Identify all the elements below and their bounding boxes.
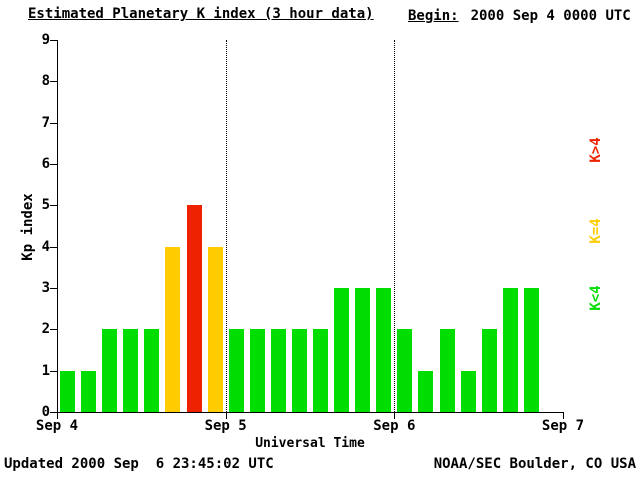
x-tick (563, 412, 564, 419)
kp-bar-sep5-1 (249, 329, 265, 412)
y-tick (50, 370, 57, 372)
y-tick-label: 0 (41, 404, 50, 420)
y-tick-label: 1 (41, 362, 50, 379)
y-tick-label: 3 (41, 280, 50, 296)
chart-title: Estimated Planetary K index (3 hour data… (28, 6, 374, 22)
kp-bar-sep6-5 (502, 288, 518, 412)
legend-label-2: K<4 (588, 285, 604, 311)
y-axis-line (57, 40, 58, 413)
begin-line: Begin: 2000 Sep 4 0000 UTC (408, 8, 631, 24)
kp-bar-sep5-3 (291, 329, 307, 412)
y-tick (50, 40, 57, 41)
y-tick (50, 81, 57, 83)
y-tick (50, 329, 57, 331)
y-tick-label: 4 (41, 238, 50, 255)
kp-bar-sep4-1 (81, 370, 97, 412)
day-boundary-line (225, 40, 227, 412)
x-tick-label: Sep 4 (35, 418, 79, 434)
y-tick (50, 122, 57, 124)
kp-bar-sep5-5 (334, 288, 350, 412)
x-tick (57, 412, 58, 419)
day-boundary-line (394, 40, 396, 412)
credit-text: NOAA/SEC Boulder, CO USA (433, 456, 636, 472)
kp-bar-sep6-0 (397, 329, 413, 412)
kp-bar-sep6-4 (481, 329, 497, 412)
y-tick (50, 205, 57, 207)
y-tick (50, 288, 57, 289)
kp-bar-sep5-2 (270, 329, 286, 412)
y-tick-label: 7 (41, 114, 50, 131)
x-axis-line (57, 412, 564, 413)
x-tick-label: Sep 7 (541, 418, 585, 434)
y-tick-label: 2 (41, 321, 50, 338)
begin-value: 2000 Sep 4 0000 UTC (470, 8, 631, 24)
y-tick-label: 6 (41, 156, 50, 172)
kp-bar-sep5-4 (313, 329, 329, 412)
updated-text: Updated 2000 Sep 6 23:45:02 UTC (4, 456, 274, 472)
kp-bar-sep4-6 (186, 205, 202, 412)
kp-bar-sep4-5 (165, 246, 181, 412)
kp-bar-sep4-2 (102, 329, 118, 412)
y-axis-title: Kp index (20, 193, 36, 261)
kp-bar-sep4-0 (60, 370, 76, 412)
kp-bar-sep4-3 (123, 329, 139, 412)
kp-bar-sep4-7 (207, 246, 223, 412)
kp-bar-sep6-6 (523, 288, 539, 412)
begin-label: Begin: (408, 8, 459, 24)
legend-label-0: K>4 (588, 137, 604, 163)
x-tick (394, 412, 396, 419)
x-tick-label: Sep 6 (373, 418, 416, 434)
kp-bar-sep5-7 (376, 288, 392, 412)
y-tick-label: 9 (41, 32, 50, 48)
y-tick-label: 8 (41, 73, 50, 90)
kp-bar-sep4-4 (144, 329, 160, 412)
y-tick-label: 5 (41, 197, 50, 214)
y-tick (50, 246, 57, 248)
x-axis-title: Universal Time (255, 436, 365, 451)
x-tick-label: Sep 5 (204, 418, 247, 434)
kp-bar-sep6-3 (460, 370, 476, 412)
y-tick (50, 164, 57, 165)
kp-bar-sep6-1 (418, 370, 434, 412)
x-tick (225, 412, 227, 419)
kp-bar-sep5-0 (228, 329, 244, 412)
y-tick (50, 412, 57, 413)
kp-bar-sep5-6 (355, 288, 371, 412)
kp-bar-sep6-2 (439, 329, 455, 412)
